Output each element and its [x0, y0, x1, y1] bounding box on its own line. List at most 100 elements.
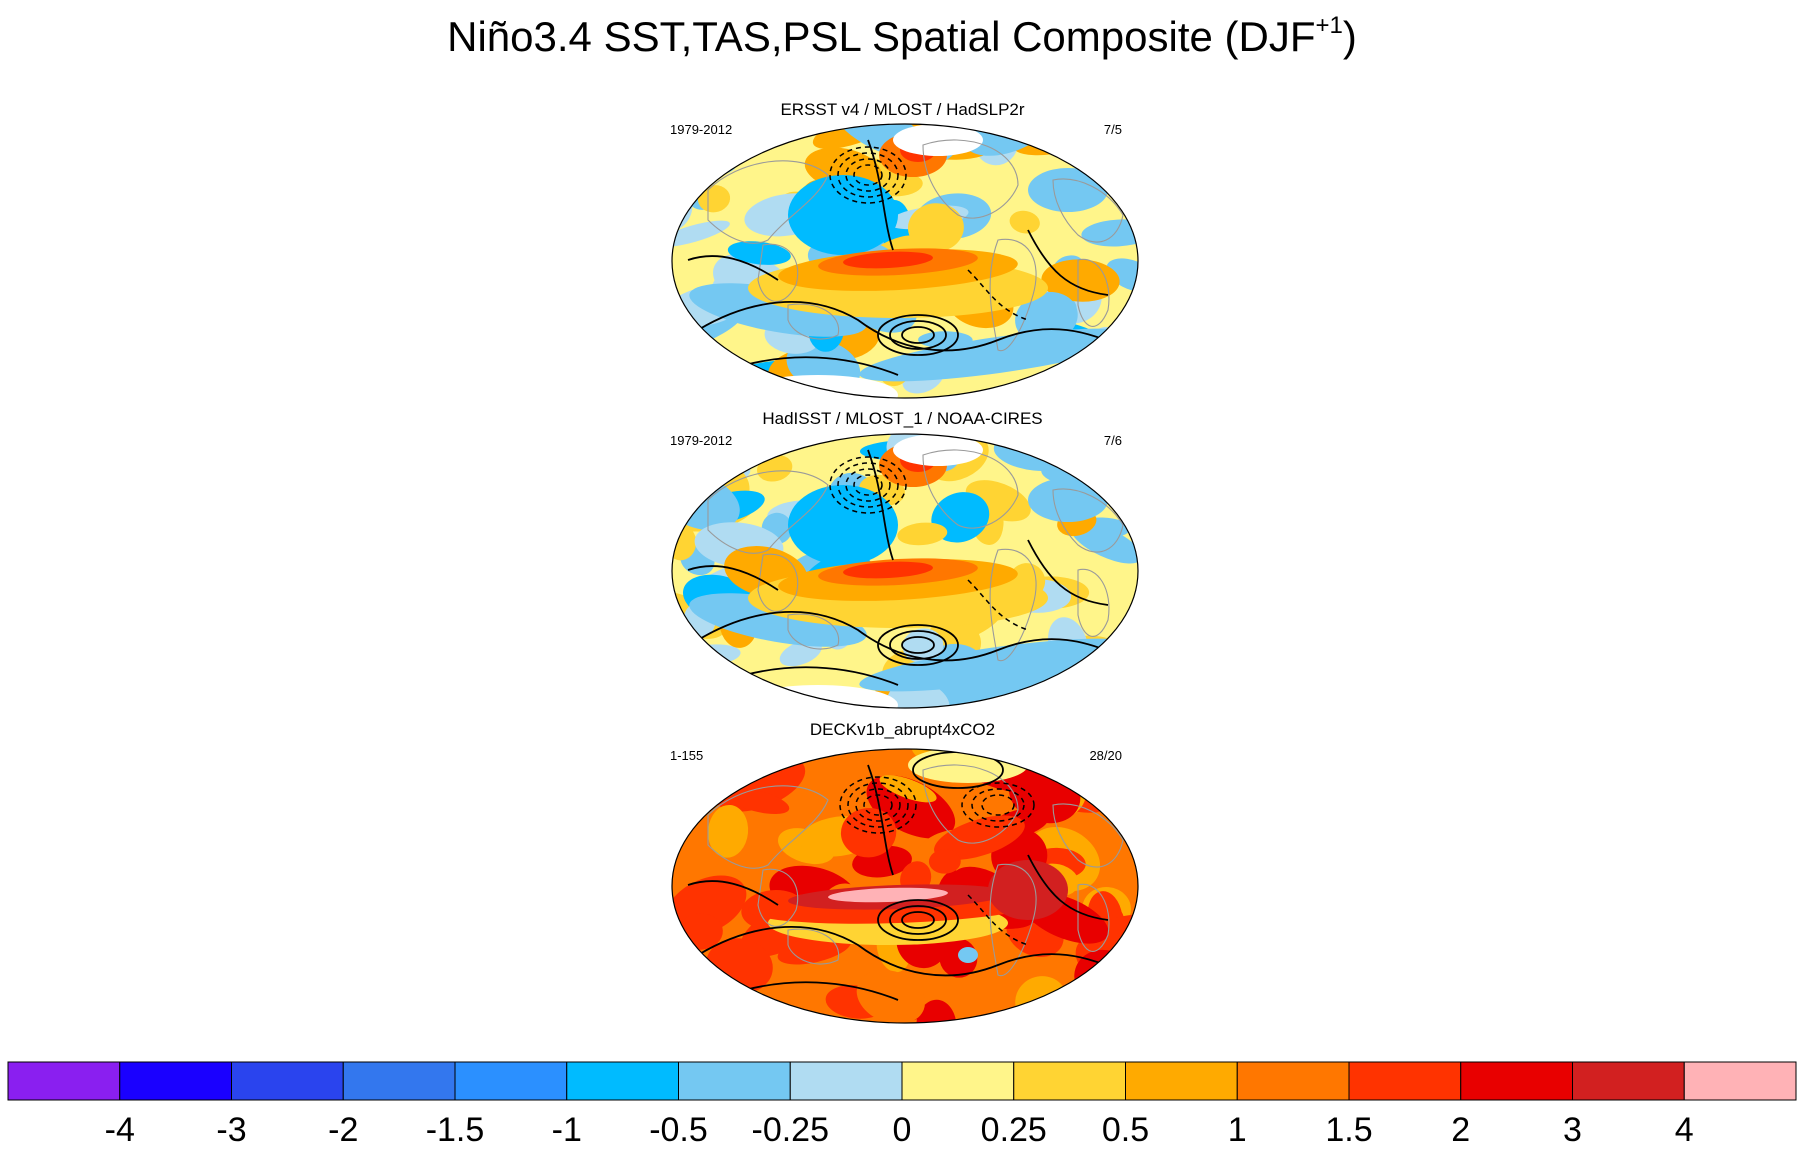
colorbar-tick-label: 0: [892, 1111, 912, 1149]
psl-contour-positive: [697, 610, 1129, 662]
coastline-1: [757, 553, 799, 612]
indian-ocean-anomaly: [689, 593, 867, 647]
psl-contour-positive-loop: [877, 899, 959, 941]
southern-cool-band: [859, 328, 1137, 382]
colorbar-tick-label: 1.5: [1325, 1111, 1373, 1149]
anomaly-patch: [887, 680, 950, 708]
cool-spot: [958, 947, 978, 963]
psl-contour-positive-loop: [877, 624, 959, 666]
panel-1-map: [671, 123, 1139, 399]
colorbar-box-11: [1236, 1061, 1350, 1101]
panel-2-map: [671, 433, 1139, 709]
anomaly-patch: [1041, 259, 1120, 302]
psl-contour-negative-loop: [845, 468, 891, 502]
psl-contour-negative-loop: [839, 776, 917, 834]
colorbar-box-13: [1460, 1061, 1573, 1101]
map-outline: [671, 433, 1139, 709]
panel-1-title: ERSST v4 / MLOST / HadSLP2r: [780, 100, 1025, 119]
coastline-6: [1077, 258, 1110, 327]
colorbar-box-7: [789, 1061, 903, 1101]
colorbar-box-5: [566, 1061, 679, 1101]
colorbar: [7, 1061, 1797, 1101]
colorbar-tick-label: -1: [551, 1111, 582, 1149]
psl-contour-negative: [967, 269, 1029, 321]
psl-contour-negative-loop: [971, 788, 1025, 822]
map-outline: [671, 123, 1139, 399]
colorbar-box-10: [1125, 1061, 1238, 1101]
psl-contour-negative-loop: [853, 164, 883, 186]
colorbar-box-0: [7, 1061, 121, 1101]
psl-contour-positive: [867, 764, 894, 876]
coastline-2: [787, 928, 840, 965]
psl-contour-negative-loop: [837, 152, 899, 198]
equatorial-warm-peak: [843, 251, 933, 269]
atlantic-cool-anomaly: [1028, 168, 1108, 212]
anomaly-patch: [1082, 434, 1138, 459]
psl-contour-negative-loop: [845, 158, 891, 192]
psl-contour-negative: [967, 894, 1029, 946]
title-superscript: +1: [1315, 12, 1343, 39]
colorbar-box-15: [1683, 1061, 1797, 1101]
coastline-1: [757, 868, 799, 927]
anomaly-patch: [672, 467, 697, 498]
coastline-3: [922, 449, 1019, 529]
colorbar-tick-label: 0.25: [980, 1111, 1047, 1149]
atlantic-cool-anomaly: [1028, 478, 1108, 522]
psl-contour-negative-loop: [853, 474, 883, 496]
psl-contour-negative-loop: [981, 794, 1015, 816]
colorbar-tick-label: -0.5: [649, 1111, 708, 1149]
coastline-2: [787, 303, 840, 340]
colorbar-box-9: [1013, 1061, 1126, 1101]
colorbar-tick-label: -1.5: [425, 1111, 485, 1149]
anomaly-patch: [1050, 752, 1117, 781]
coastline-1: [757, 243, 799, 302]
psl-contour-positive: [697, 925, 1129, 977]
coastline-5: [1052, 488, 1124, 553]
anomaly-patch: [697, 185, 731, 213]
anomaly-patch: [928, 849, 961, 874]
anomaly-patch: [1009, 210, 1040, 234]
colorbar-tick-label: 4: [1674, 1111, 1694, 1149]
coastline-0: [707, 160, 829, 244]
anomaly-patch: [672, 345, 696, 364]
colorbar-box-2: [231, 1061, 344, 1101]
colorbar-box-8: [901, 1061, 1015, 1101]
colorbar-box-12: [1348, 1061, 1462, 1101]
anomaly-patch: [672, 975, 703, 1023]
colorbar-tick-label: 2: [1451, 1111, 1471, 1149]
anomaly-patch: [916, 999, 957, 1023]
panel-3-count: 28/20: [1089, 748, 1122, 763]
anomaly-patch: [1073, 434, 1105, 448]
panel-3-title: DECKv1b_abrupt4xCO2: [809, 720, 996, 739]
anomaly-patch: [897, 522, 948, 546]
psl-contour-positive: [687, 880, 779, 906]
anomaly-patch: [934, 815, 1025, 860]
coastline-5: [1052, 803, 1124, 868]
anomaly-patch: [907, 203, 964, 252]
coastline-6: [1077, 883, 1110, 952]
colorbar-tick-label: -4: [104, 1111, 135, 1149]
coastline-4: [989, 238, 1037, 352]
south-america-warm: [988, 860, 1068, 920]
panel-2-years: 1979-2012: [670, 433, 733, 448]
coastline-6: [1077, 568, 1110, 637]
psl-contour-negative-loop: [855, 788, 901, 822]
north-pacific-cool-anomaly: [788, 485, 898, 565]
coastline-3: [922, 764, 1019, 844]
coastline-4: [989, 548, 1037, 662]
north-pacific-cool-anomaly: [788, 175, 898, 255]
panel-1-count: 7/5: [1103, 122, 1122, 137]
psl-contour-negative-loop: [847, 782, 909, 828]
psl-contour-positive: [1027, 229, 1109, 296]
anomaly-patch: [672, 360, 715, 398]
coastline-2: [787, 613, 840, 650]
southern-cool-band: [859, 638, 1137, 692]
missing-data-patch: [893, 124, 983, 156]
anomaly-patch: [779, 639, 822, 667]
panel-3-years: 1-155: [670, 748, 704, 763]
psl-contour-positive-loop: [901, 911, 935, 929]
colorbar-box-4: [454, 1061, 568, 1101]
psl-contour-positive: [687, 255, 779, 281]
psl-contour-positive-loop: [901, 326, 935, 344]
anomaly-patch: [874, 172, 923, 197]
